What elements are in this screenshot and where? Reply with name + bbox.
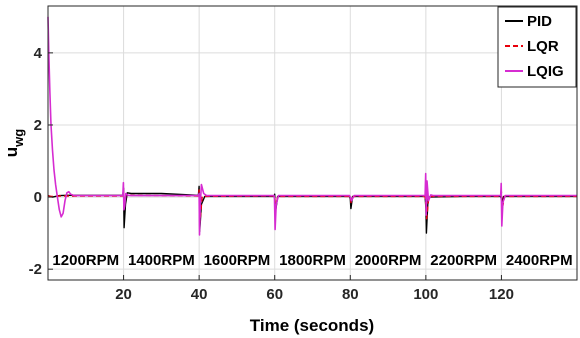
axis-ticks: 20 40 60 80 100 120 -2 0 2 4: [29, 45, 514, 303]
svg-text:uwg: uwg: [2, 129, 26, 158]
plot-area: [48, 6, 577, 280]
rpm-label: 2200RPM: [430, 252, 497, 269]
rpm-label: 1400RPM: [128, 252, 195, 269]
y-tick-label: 0: [34, 189, 42, 206]
rpm-label: 2400RPM: [506, 252, 573, 269]
x-tick-label: 20: [115, 286, 132, 303]
y-tick-label: 2: [34, 117, 42, 134]
rpm-label: 1600RPM: [204, 252, 271, 269]
series-line-lqig: [47, 16, 577, 236]
y-tick-label: 4: [34, 45, 43, 62]
x-axis-title: Time (seconds): [250, 316, 374, 335]
x-tick-label: 40: [191, 286, 208, 303]
rpm-label: 1800RPM: [279, 252, 346, 269]
rpm-label: 1200RPM: [52, 252, 119, 269]
series-lines: [47, 16, 577, 236]
x-tick-label: 100: [413, 286, 438, 303]
x-tick-label: 60: [266, 286, 283, 303]
legend-label-lqr: LQR: [527, 38, 559, 55]
plot-frame: [47, 5, 578, 281]
x-tick-label: 120: [489, 286, 514, 303]
legend-label-lqig: LQIG: [527, 63, 564, 80]
y-axis-title: uwg: [2, 129, 26, 158]
y-axis-title-sub: wg: [11, 129, 26, 148]
legend: PID LQR LQIG: [497, 6, 577, 88]
y-tick-label: -2: [29, 261, 42, 278]
legend-label-pid: PID: [527, 13, 552, 30]
x-tick-label: 80: [342, 286, 359, 303]
rpm-annotations: 1200RPM 1400RPM 1600RPM 1800RPM 2000RPM 2200R…: [52, 252, 572, 269]
y-axis-title-main: u: [2, 147, 21, 157]
rpm-label: 2000RPM: [355, 252, 422, 269]
grid-lines: [48, 6, 577, 280]
